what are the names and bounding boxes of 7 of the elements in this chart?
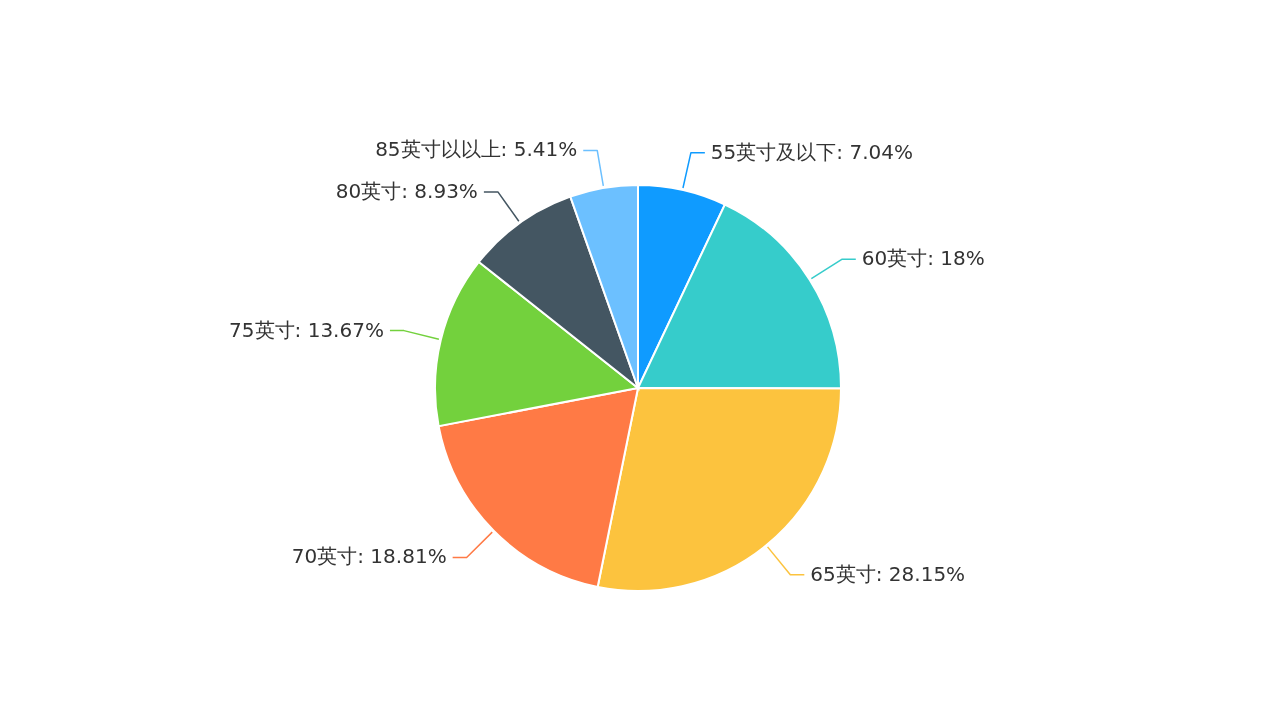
slice-label: 70英寸: 18.81% xyxy=(291,544,447,569)
slice-label: 75英寸: 13.67% xyxy=(229,317,384,342)
slice-label: 65英寸: 28.15% xyxy=(810,561,966,586)
slice-label: 85英寸以以上: 5.41% xyxy=(375,137,578,162)
slice-label: 60英寸: 18% xyxy=(861,246,985,271)
slice-label: 80英寸: 8.93% xyxy=(335,178,478,203)
slice-label: 55英寸及以下: 7.04% xyxy=(710,139,913,164)
